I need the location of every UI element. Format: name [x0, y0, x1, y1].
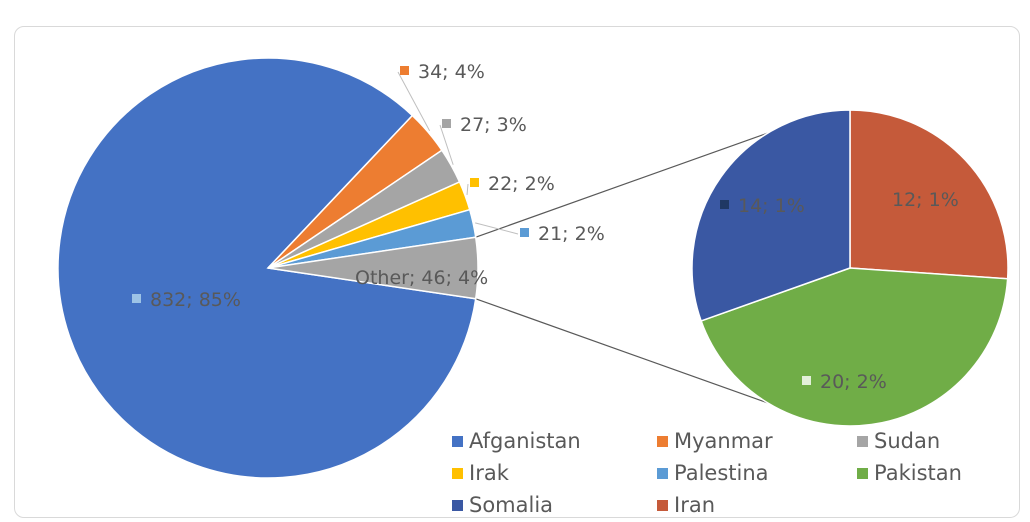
data-label-afganistan-text: 832; 85% — [150, 289, 241, 311]
legend-swatch — [657, 467, 668, 479]
data-label-other-text: Other; 46; 4% — [355, 267, 488, 289]
secondary-slice-pakistan — [700, 267, 1009, 427]
legend-item-somalia: Somalia — [452, 490, 657, 520]
legend-swatch — [657, 499, 668, 511]
leader-palestina — [475, 222, 519, 235]
data-label-sudan-key — [442, 119, 451, 128]
data-label-somalia: 14; 1% — [720, 195, 805, 217]
legend-item-irak: Irak — [452, 458, 657, 488]
data-label-sudan-text: 27; 3% — [460, 114, 527, 136]
legend-swatch — [452, 467, 463, 479]
legend-item-sudan: Sudan — [857, 426, 1007, 456]
chart-legend: Afganistan Myanmar Sudan Irak Palestina Pakis… — [452, 426, 1012, 520]
legend-swatch — [452, 499, 463, 511]
legend-swatch — [452, 435, 463, 447]
data-label-pakistan-key — [802, 376, 811, 385]
legend-item-myanmar: Myanmar — [657, 426, 857, 456]
legend-label: Myanmar — [674, 429, 773, 453]
legend-swatch — [857, 467, 868, 479]
data-label-irak-key — [470, 178, 479, 187]
legend-label: Iran — [674, 493, 716, 517]
legend-label: Sudan — [874, 429, 941, 453]
data-label-afganistan-key — [132, 294, 141, 303]
data-label-somalia-text: 14; 1% — [738, 195, 805, 217]
leader-myanmar — [397, 71, 431, 132]
data-label-irak: 22; 2% — [470, 173, 555, 195]
data-label-sudan: 27; 3% — [442, 114, 527, 136]
data-label-other: Other; 46; 4% — [355, 267, 488, 289]
secondary-slice-somalia — [691, 109, 851, 322]
legend-label: Afganistan — [469, 429, 581, 453]
data-label-iran-key — [874, 194, 883, 203]
main-pie — [57, 57, 479, 479]
data-label-iran-text: 12; 1% — [892, 189, 959, 211]
secondary-pie — [691, 109, 1009, 427]
leader-lines — [397, 71, 519, 235]
pie-slice-afganistan — [57, 57, 477, 479]
legend-item-palestina: Palestina — [657, 458, 857, 488]
data-label-somalia-key — [720, 200, 729, 209]
legend-item-afganistan: Afganistan — [452, 426, 657, 456]
data-label-myanmar-key — [400, 66, 409, 75]
legend-item-iran: Iran — [657, 490, 857, 520]
pie-slice-other — [267, 236, 479, 300]
legend-label: Palestina — [674, 461, 769, 485]
data-label-palestina-text: 21; 2% — [538, 223, 605, 245]
data-label-palestina-key — [520, 228, 529, 237]
legend-label: Irak — [469, 461, 509, 485]
data-label-pakistan: 20; 2% — [802, 371, 887, 393]
data-label-afganistan: 832; 85% — [132, 289, 241, 311]
legend-label: Pakistan — [874, 461, 962, 485]
legend-item-pakistan: Pakistan — [857, 458, 1007, 488]
data-label-myanmar-text: 34; 4% — [418, 61, 485, 83]
leader-irak — [466, 183, 469, 195]
secondary-slice-iran — [849, 109, 1009, 280]
legend-label: Somalia — [469, 493, 554, 517]
data-label-pakistan-text: 20; 2% — [820, 371, 887, 393]
data-label-myanmar: 34; 4% — [400, 61, 485, 83]
leader-sudan — [439, 124, 454, 165]
data-label-iran: 12; 1% — [874, 189, 959, 211]
data-label-palestina: 21; 2% — [520, 223, 605, 245]
legend-swatch — [857, 435, 868, 447]
data-labels: 832; 85% 34; 4% 27; 3% 22; 2% 21; 2% Other; 4… — [132, 61, 959, 393]
legend-swatch — [657, 435, 668, 447]
data-label-irak-text: 22; 2% — [488, 173, 555, 195]
